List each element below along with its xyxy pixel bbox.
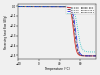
X-axis label: Temperature (°C): Temperature (°C)	[44, 67, 70, 71]
Y-axis label: Reversing heat flow (W/g): Reversing heat flow (W/g)	[4, 15, 8, 49]
Legend: PL 5 PC   period  30 s, PL 5 PC   period  60 s, PL 5 PC   period 100 s, PL 5 PC : PL 5 PC period 30 s, PL 5 PC period 60 s…	[66, 5, 95, 14]
